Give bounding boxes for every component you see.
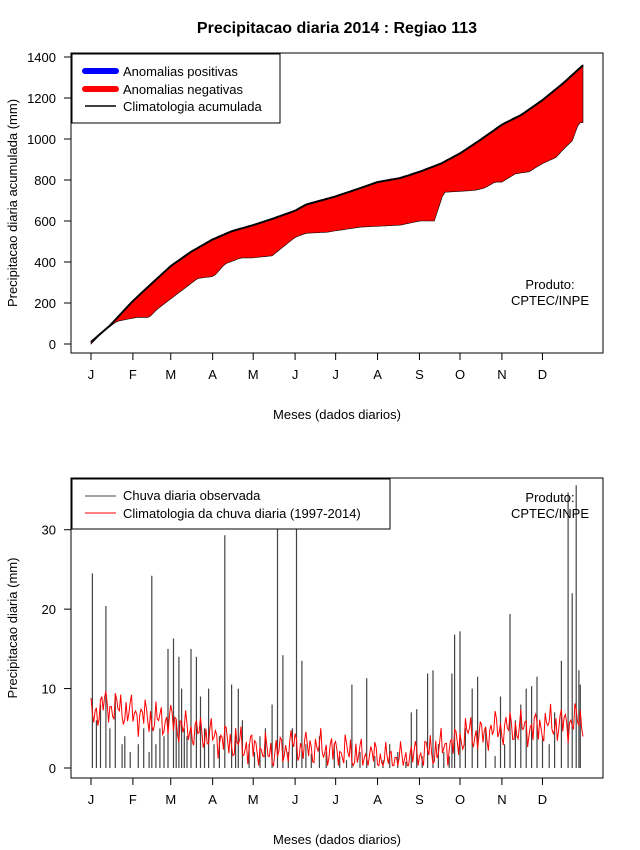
- y-axis-label: Precipitacao diaria (mm): [5, 558, 20, 699]
- y-tick-label: 600: [34, 214, 56, 229]
- x-tick-label: A: [373, 792, 382, 807]
- x-tick-label: J: [332, 792, 339, 807]
- x-tick-label: O: [455, 367, 465, 382]
- x-tick-label: J: [88, 367, 95, 382]
- y-tick-label: 200: [34, 296, 56, 311]
- product-source: CPTEC/INPE: [511, 506, 589, 521]
- legend-label: Anomalias positivas: [123, 64, 238, 79]
- y-axis: 0 10 20 30: [42, 523, 72, 776]
- legend: Chuva diaria observada Climatologia da c…: [71, 478, 391, 530]
- y-tick-label: 800: [34, 173, 56, 188]
- x-tick-label: J: [332, 367, 339, 382]
- y-tick-label: 0: [49, 761, 56, 776]
- x-tick-label: A: [373, 367, 382, 382]
- x-tick-label: N: [497, 792, 506, 807]
- y-tick-label: 10: [42, 682, 56, 697]
- x-tick-label: A: [208, 792, 217, 807]
- x-tick-label: J: [292, 792, 299, 807]
- x-tick-label: F: [129, 792, 137, 807]
- x-tick-label: S: [415, 792, 424, 807]
- x-tick-label: J: [88, 792, 95, 807]
- legend-box: [71, 478, 391, 530]
- legend-label: Climatologia da chuva diaria (1997-2014): [123, 506, 361, 521]
- x-axis-label: Meses (dados diarios): [273, 407, 401, 422]
- y-tick-label: 1200: [27, 91, 56, 106]
- x-tick-label: S: [415, 367, 424, 382]
- y-axis-label: Precipitacao diaria acumulada (mm): [5, 99, 20, 307]
- x-tick-label: D: [538, 367, 547, 382]
- daily-chart: 0 10 20 30 J F M A M J J A S O N D Precipitacao diaria…: [5, 477, 604, 847]
- y-axis: 0 200 400 600 800 1000 1200 1400: [27, 50, 72, 352]
- x-tick-label: F: [129, 367, 137, 382]
- product-source: CPTEC/INPE: [511, 293, 589, 308]
- y-tick-label: 400: [34, 255, 56, 270]
- x-axis-label: Meses (dados diarios): [273, 832, 401, 847]
- climatology-cumulative-line: [90, 64, 584, 343]
- x-tick-label: M: [248, 367, 259, 382]
- y-tick-label: 0: [49, 337, 56, 352]
- x-tick-label: J: [292, 367, 299, 382]
- x-tick-label: D: [538, 792, 547, 807]
- x-tick-label: N: [497, 367, 506, 382]
- x-tick-label: O: [455, 792, 465, 807]
- product-label: Produto:: [525, 277, 574, 292]
- legend-label: Climatologia acumulada: [123, 99, 263, 114]
- cumulative-chart: 0 200 400 600 800 1000 1200 1400 J F M A M J J A S O N D P…: [5, 50, 604, 422]
- x-tick-label: M: [165, 367, 176, 382]
- x-tick-label: A: [208, 367, 217, 382]
- legend: Anomalias positivas Anomalias negativas …: [71, 53, 281, 124]
- legend-label: Anomalias negativas: [123, 82, 243, 97]
- y-tick-label: 20: [42, 602, 56, 617]
- climatology-daily-line: [90, 690, 584, 768]
- x-tick-label: M: [165, 792, 176, 807]
- y-tick-label: 1400: [27, 50, 56, 65]
- y-tick-label: 1000: [27, 132, 56, 147]
- x-tick-label: M: [248, 792, 259, 807]
- legend-label: Chuva diaria observada: [123, 488, 261, 503]
- chart-title: Precipitacao diaria 2014 : Regiao 113: [197, 20, 477, 37]
- y-tick-label: 30: [42, 523, 56, 538]
- product-label: Produto:: [525, 490, 574, 505]
